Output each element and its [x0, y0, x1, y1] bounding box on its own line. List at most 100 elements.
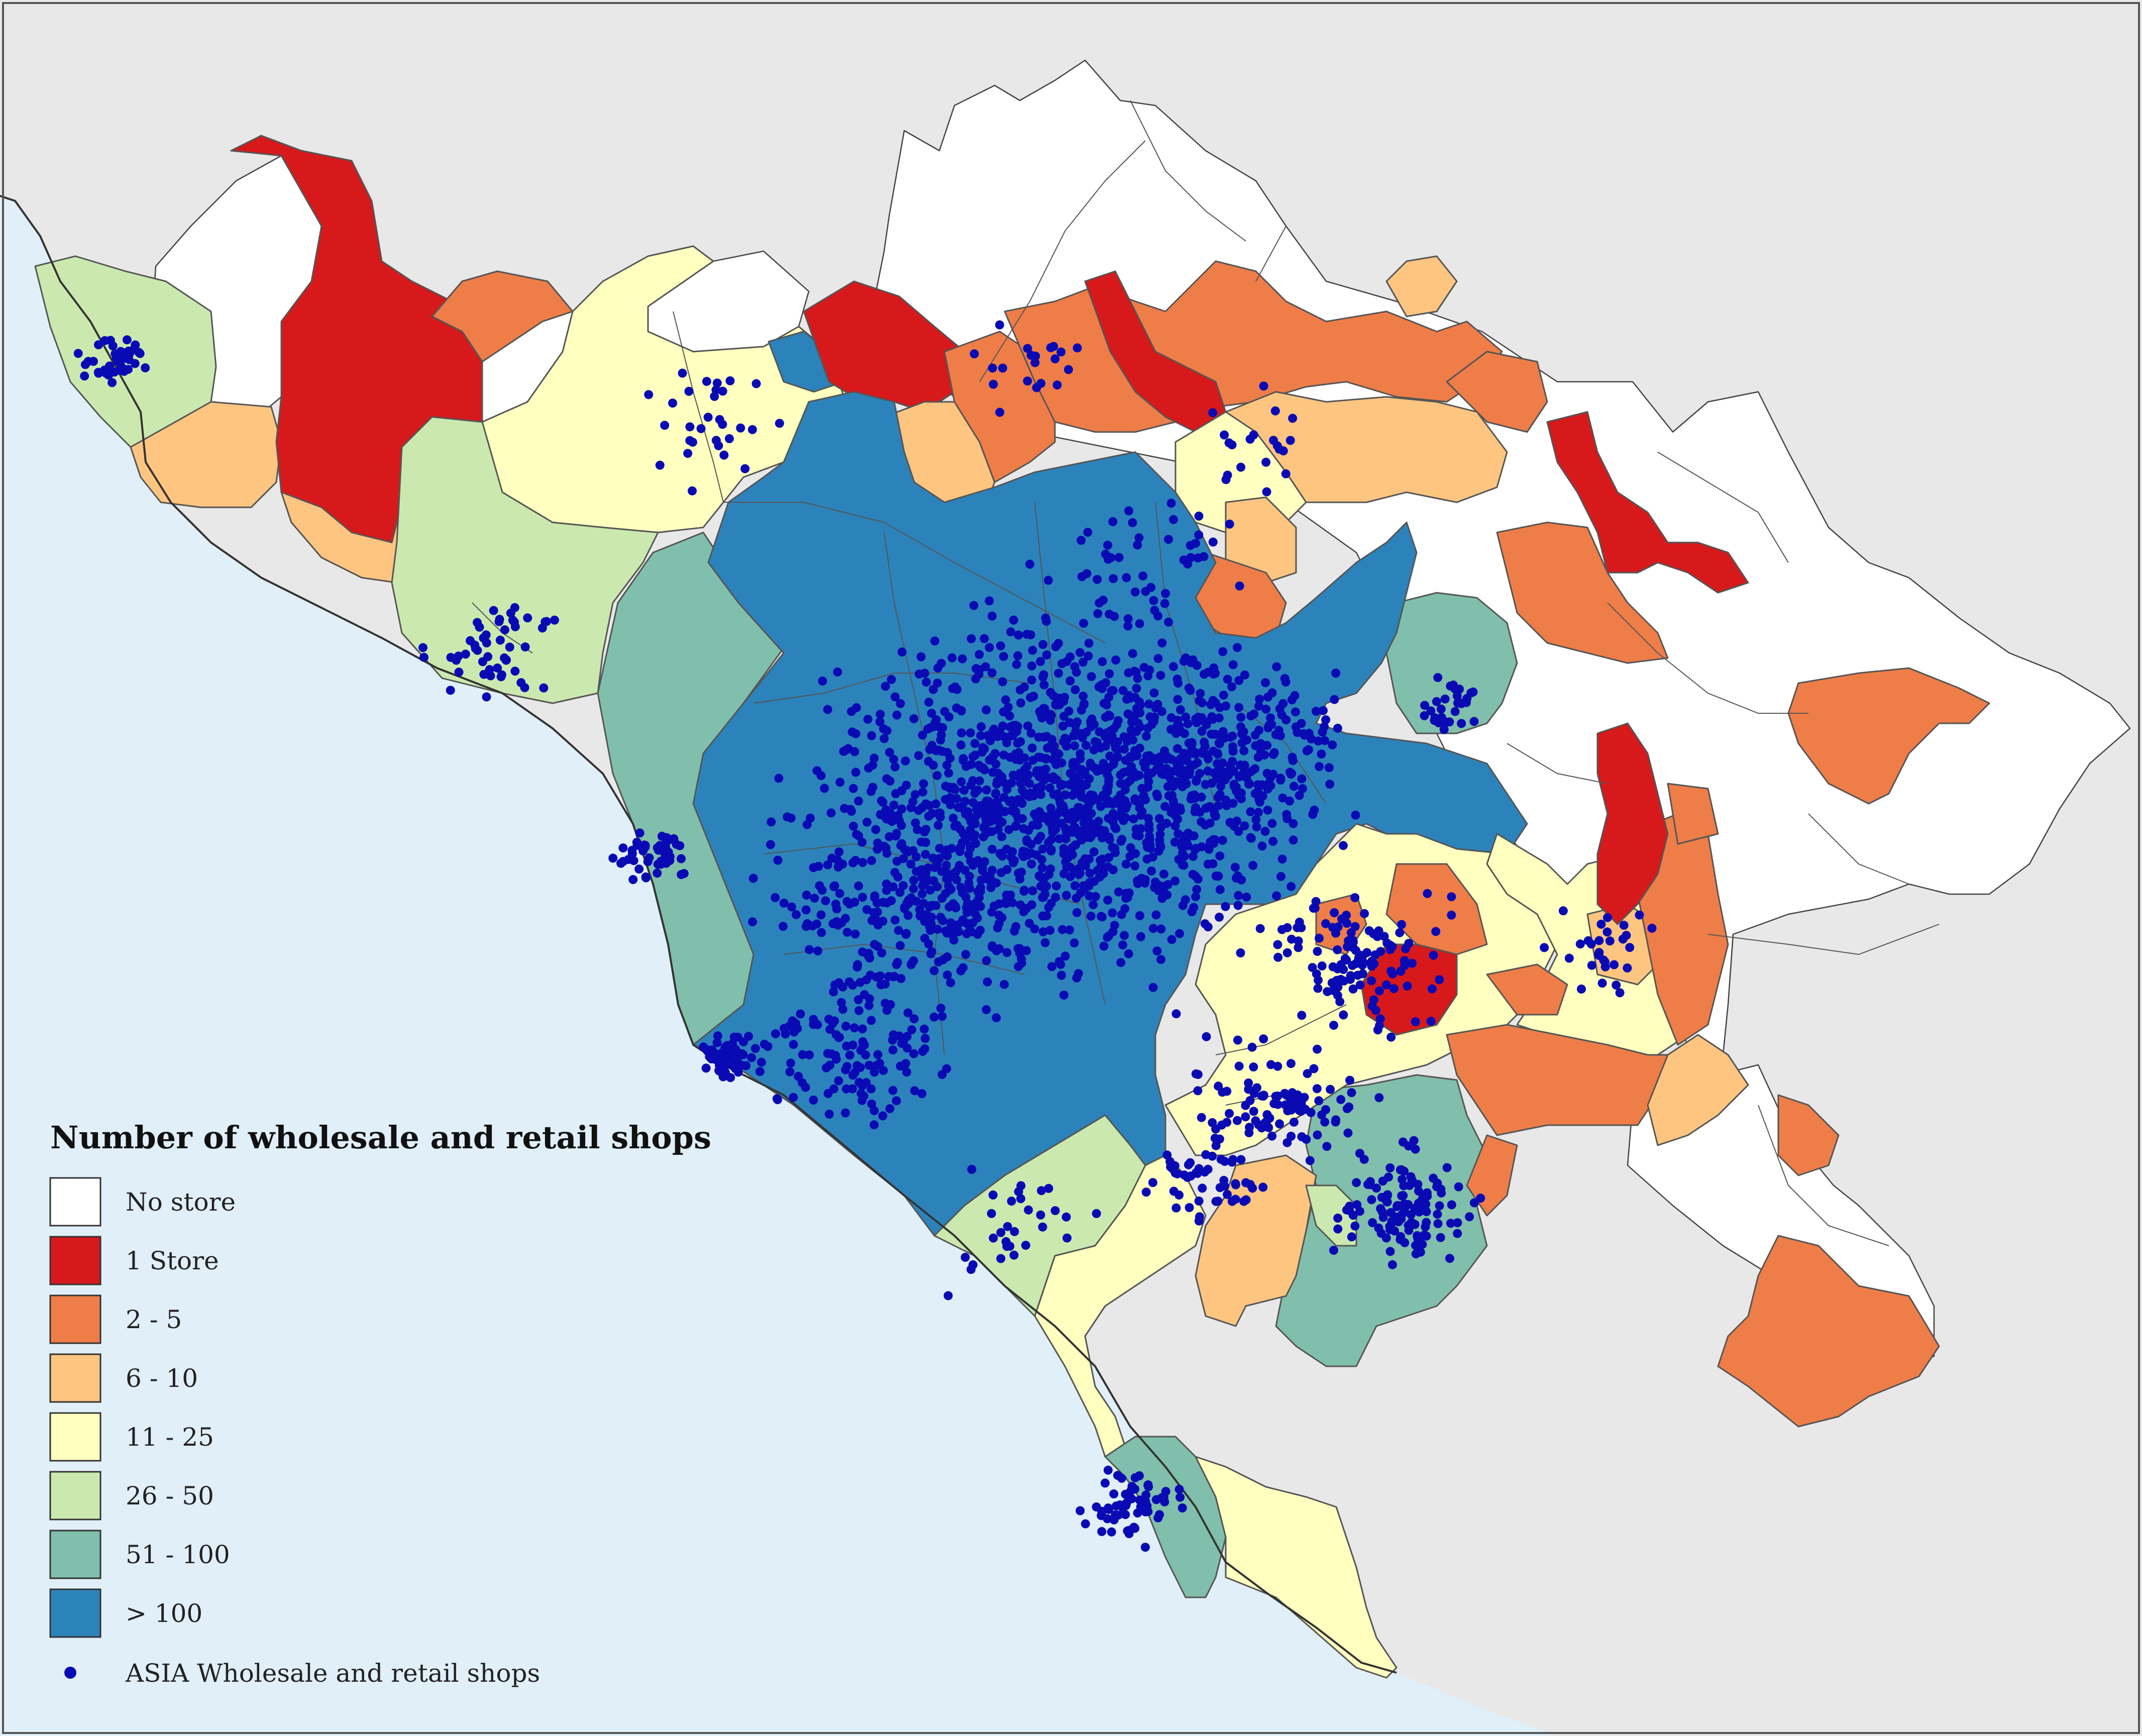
shop-point: [971, 819, 980, 828]
shop-point: [1156, 955, 1165, 964]
shop-point: [956, 740, 966, 750]
shop-point: [1227, 682, 1237, 692]
shop-point: [970, 349, 979, 359]
shop-point: [789, 1040, 798, 1049]
shop-point: [1169, 515, 1178, 524]
shop-point: [932, 771, 942, 780]
shop-point: [862, 817, 872, 827]
shop-point: [792, 910, 801, 919]
shop-point: [714, 441, 723, 451]
shop-point: [826, 808, 836, 818]
shop-point: [1095, 873, 1104, 882]
shop-point: [1378, 1176, 1387, 1186]
shop-point: [977, 876, 986, 885]
shop-point: [1195, 696, 1204, 705]
shop-point: [1065, 862, 1075, 872]
shop-point: [817, 886, 827, 895]
shop-point: [1157, 1493, 1166, 1502]
shop-point: [446, 686, 455, 695]
shop-point: [1280, 1089, 1290, 1098]
shop-point: [1258, 791, 1267, 801]
shop-point: [858, 947, 867, 957]
shop-point: [1331, 1117, 1340, 1127]
shop-point: [418, 643, 427, 653]
shop-point: [1072, 908, 1082, 917]
shop-point: [1104, 782, 1113, 791]
shop-point: [1181, 712, 1191, 722]
shop-point: [1130, 746, 1139, 755]
shop-point: [1244, 1128, 1254, 1138]
shop-point: [1223, 1189, 1232, 1199]
shop-point: [1320, 736, 1330, 745]
shop-point: [1044, 870, 1054, 879]
shop-point: [1201, 780, 1210, 789]
shop-point: [618, 843, 628, 853]
shop-point: [1447, 1200, 1456, 1210]
region-6-10-ne-small: [1385, 255, 1458, 317]
shop-point: [1220, 1181, 1229, 1191]
shop-point: [1303, 1069, 1312, 1078]
shop-point: [922, 678, 931, 687]
shop-point: [996, 1228, 1006, 1237]
shop-point: [989, 1233, 998, 1243]
shop-point: [992, 779, 1002, 789]
shop-point: [805, 1050, 814, 1060]
shop-point: [684, 387, 694, 396]
shop-point: [1244, 1078, 1253, 1088]
shop-point: [1070, 662, 1080, 672]
shop-point: [1054, 638, 1063, 648]
shop-point: [924, 812, 933, 821]
shop-point: [1381, 980, 1391, 990]
shop-point: [1023, 376, 1032, 386]
shop-point: [1037, 855, 1046, 864]
shop-point: [993, 923, 1002, 932]
shop-point: [1328, 923, 1338, 932]
shop-point: [931, 715, 941, 724]
shop-point: [944, 712, 954, 722]
shop-point: [1008, 847, 1017, 856]
shop-point: [736, 1060, 746, 1070]
shop-point: [960, 865, 970, 875]
shop-point: [1197, 1113, 1206, 1122]
shop-point: [1105, 669, 1114, 679]
shop-point: [1061, 891, 1071, 900]
shop-point: [1271, 1092, 1280, 1101]
shop-point: [900, 845, 909, 854]
shop-point: [996, 1254, 1006, 1263]
shop-point: [870, 940, 879, 949]
shop-point: [1347, 1232, 1356, 1242]
shop-point: [1612, 981, 1621, 990]
shop-point: [783, 812, 792, 822]
shop-point: [1246, 833, 1255, 842]
shop-point: [991, 811, 1001, 821]
shop-point: [1068, 757, 1078, 767]
shop-point: [1069, 938, 1079, 948]
shop-point: [1182, 779, 1191, 789]
shop-point: [1594, 936, 1604, 945]
shop-point: [1242, 892, 1251, 902]
shop-point: [1248, 1183, 1257, 1193]
shop-point: [1348, 961, 1357, 970]
shop-point: [1155, 840, 1165, 849]
shop-point: [1200, 716, 1209, 726]
legend-swatch: [49, 1236, 101, 1285]
shop-point: [1132, 684, 1141, 693]
shop-point: [1011, 922, 1021, 931]
shop-point: [879, 1066, 888, 1075]
shop-point: [1110, 612, 1119, 621]
shop-point: [1330, 908, 1339, 917]
shop-point: [1113, 752, 1122, 762]
shop-point: [877, 948, 887, 958]
shop-point: [1029, 791, 1038, 801]
shop-point: [1171, 729, 1181, 738]
shop-point: [1010, 856, 1019, 865]
shop-point: [1078, 658, 1088, 667]
shop-point: [752, 379, 761, 388]
shop-point: [1050, 1206, 1060, 1216]
shop-point: [1042, 650, 1051, 660]
shop-point: [1315, 933, 1324, 943]
shop-point: [1453, 1218, 1462, 1228]
shop-point: [929, 1012, 939, 1022]
legend-label: > 100: [126, 1599, 202, 1628]
shop-point: [865, 1060, 874, 1070]
